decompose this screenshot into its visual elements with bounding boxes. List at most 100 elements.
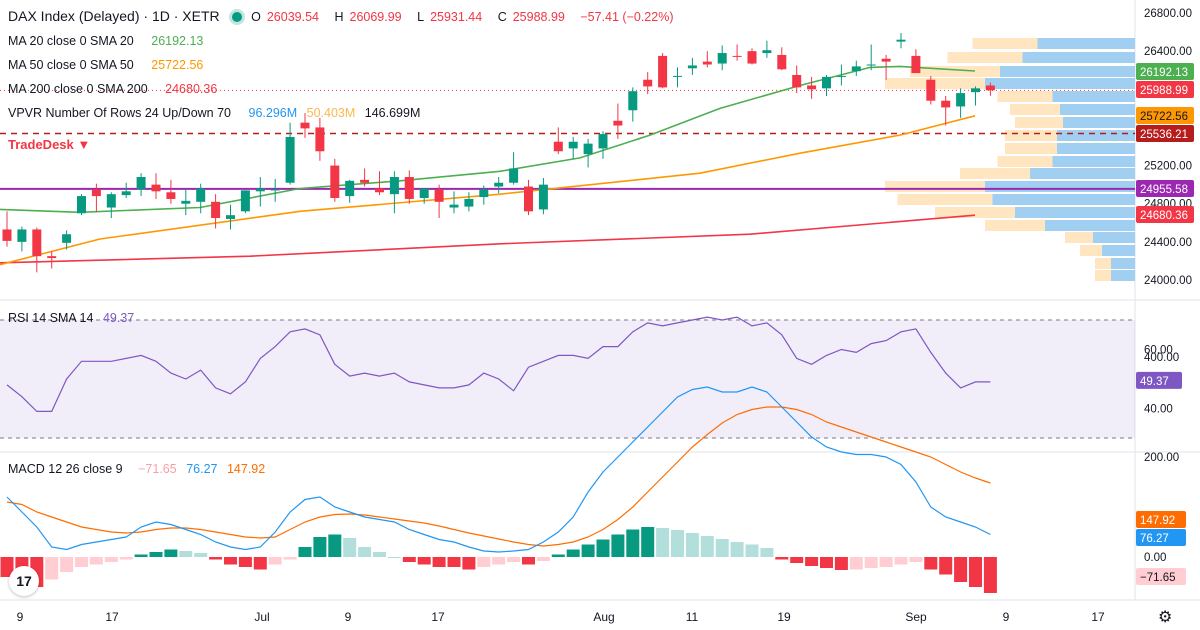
candle-body <box>434 189 444 202</box>
candle-body <box>762 50 772 54</box>
candle <box>792 65 802 94</box>
symbol-title: DAX Index (Delayed) · 1D · XETR <box>8 8 220 24</box>
candle-body <box>702 61 712 65</box>
macd-hist-bar <box>864 557 878 568</box>
candle-body <box>106 194 116 208</box>
rsi-badge-bg <box>1136 371 1182 389</box>
macd-badge-bg <box>1136 568 1186 585</box>
candle-body <box>181 200 191 204</box>
candle-body <box>479 189 489 198</box>
candle-body <box>971 88 980 93</box>
ma50-legend[interactable]: MA 50 close 0 SMA 50 25722.56 <box>8 57 209 73</box>
macd-hist-bar <box>134 554 148 557</box>
candle-body <box>315 127 325 152</box>
vpvr-legend[interactable]: VPVR Number Of Rows 24 Up/Down 70 96.296… <box>8 105 426 121</box>
symbol-legend[interactable]: DAX Index (Delayed) · 1D · XETR O 26039.5… <box>8 8 679 25</box>
vpvr-row-up <box>1045 220 1135 231</box>
candle-body <box>628 91 638 111</box>
macd-histogram <box>0 527 997 593</box>
ma20-legend[interactable]: MA 20 close 0 SMA 20 26192.13 <box>8 33 209 49</box>
vpvr-row-up <box>1063 117 1135 128</box>
candle <box>136 173 146 197</box>
candle-body <box>2 229 12 241</box>
vpvr-row-up <box>1052 91 1135 102</box>
candle-body <box>345 180 355 197</box>
candle-body <box>926 79 936 101</box>
candle-body <box>598 134 608 149</box>
macd-hist-bar <box>149 552 163 557</box>
vpvr-up-volume: 96.296M <box>248 106 298 120</box>
ma200-value: 24680.36 <box>165 82 218 96</box>
macd-hist-bar <box>745 544 759 557</box>
candle <box>479 185 489 205</box>
gear-icon[interactable]: ⚙ <box>1158 609 1173 626</box>
macd-hist-bar <box>194 553 208 557</box>
candle-body <box>687 65 697 69</box>
candle-body <box>255 188 265 192</box>
macd-hist-bar <box>119 557 133 560</box>
macd-hist-bar <box>343 538 357 557</box>
candle-body <box>62 234 72 243</box>
candle-body <box>32 229 42 257</box>
ma200-legend[interactable]: MA 200 close 0 SMA 200 24680.36 <box>8 81 223 97</box>
candle <box>807 76 817 99</box>
vpvr-row-up <box>1111 270 1135 281</box>
candle-body <box>553 141 563 152</box>
rsi-band <box>0 320 1135 438</box>
candle-body <box>583 143 593 155</box>
macd-line-value: 76.27 <box>186 462 218 476</box>
price-badge-text: 25536.21 <box>1140 129 1188 141</box>
candle <box>77 194 86 216</box>
candle <box>375 171 384 196</box>
macd-hist-bar <box>432 557 446 567</box>
vpvr-row-up <box>985 181 1135 192</box>
macd-hist-bar <box>298 547 312 557</box>
candle <box>866 44 876 71</box>
candle-body <box>777 54 787 70</box>
macd-hist-bar <box>268 557 282 565</box>
candle <box>568 136 578 159</box>
candle-body <box>836 75 846 77</box>
candle <box>434 184 444 219</box>
candle <box>971 86 980 106</box>
candle <box>211 194 221 229</box>
tradedesk-brand[interactable]: TradeDesk ▼ <box>8 137 91 152</box>
vpvr-row-up <box>1102 245 1135 256</box>
price-badge-text: 24680.36 <box>1140 210 1188 222</box>
vpvr-row-up <box>1057 143 1135 154</box>
candle <box>762 40 772 58</box>
candle <box>851 60 861 76</box>
macd-legend[interactable]: MACD 12 26 close 9 −71.65 76.27 147.92 <box>8 461 271 477</box>
candle <box>509 152 519 185</box>
candle <box>106 192 116 219</box>
ma50-value: 25722.56 <box>151 58 204 72</box>
candle <box>717 45 727 71</box>
candle <box>181 188 191 216</box>
macd-badge-macd: 76.27 <box>1136 529 1186 546</box>
candle-body <box>524 186 533 212</box>
price-badge-bg <box>1136 125 1194 142</box>
macd-badge-text: −71.65 <box>1140 572 1176 584</box>
candle <box>17 226 27 252</box>
ma50-line <box>0 115 976 266</box>
tradingview-logo-icon[interactable]: 17 <box>9 566 39 596</box>
vpvr-row-up <box>1111 258 1135 269</box>
candle-body <box>196 188 206 202</box>
time-tick-label: 9 <box>17 610 24 624</box>
candle <box>673 67 682 88</box>
price-tick-label: 26400.00 <box>1144 46 1192 58</box>
ma200-label: MA 200 close 0 SMA 200 <box>8 82 148 96</box>
macd-hist-bar <box>45 557 59 580</box>
ohlc-low: L 25931.44 <box>417 10 483 24</box>
ohlc-change: −57.41 (−0.22%) <box>580 10 674 24</box>
ohlc-close: C 25988.99 <box>497 10 565 24</box>
rsi-legend[interactable]: RSI 14 SMA 14 49.37 <box>8 310 140 326</box>
vpvr-total-volume: 146.699M <box>364 106 421 120</box>
macd-hist-bar <box>89 557 103 565</box>
candle <box>911 49 921 74</box>
candle-body <box>17 229 27 242</box>
candle-body <box>509 168 519 183</box>
candle-body <box>121 191 131 196</box>
price-badge-ma50: 25722.56 <box>1136 107 1194 124</box>
